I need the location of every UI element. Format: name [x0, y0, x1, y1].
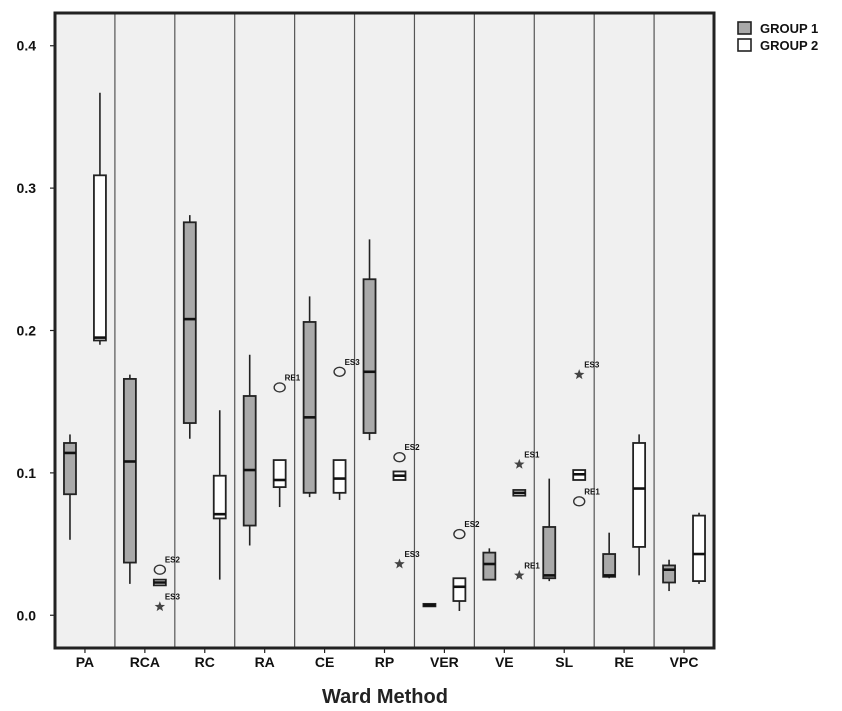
- y-tick-label: 0.2: [17, 323, 37, 339]
- x-tick-label: RA: [255, 654, 275, 670]
- box: [93, 174, 107, 342]
- box-marks: [63, 92, 706, 611]
- box: [662, 564, 676, 584]
- outlier-circle: [333, 366, 346, 377]
- legend-swatch: [737, 21, 752, 35]
- box: [452, 577, 467, 602]
- box: [602, 553, 617, 578]
- outlier-label: ES3: [584, 361, 600, 370]
- box: [632, 442, 647, 548]
- outlier-star: [394, 558, 405, 569]
- y-axis: 0.0 0.1 0.2 0.3 0.4: [17, 38, 55, 623]
- outlier-label: ES2: [464, 520, 480, 529]
- box: [182, 221, 197, 424]
- box-re-group1: [602, 532, 617, 579]
- x-tick-label: RP: [375, 654, 394, 670]
- x-tick-label: SL: [555, 654, 573, 670]
- outlier-label: ES3: [345, 358, 361, 367]
- outlier-star: [154, 601, 166, 612]
- outlier-circle: [273, 382, 286, 393]
- box: [482, 551, 497, 581]
- x-tick-label: CE: [315, 654, 334, 670]
- y-tick-label: 0.0: [17, 607, 37, 623]
- box-ver-group2: [452, 577, 467, 611]
- y-tick-label: 0.3: [17, 180, 37, 196]
- outlier-label: ES3: [404, 550, 420, 559]
- outlier-circle: [453, 528, 466, 540]
- box-sl-group1: [542, 478, 557, 582]
- x-axis-title: Ward Method: [322, 686, 448, 708]
- outlier-star: [514, 458, 525, 469]
- box-rp-group2: [392, 470, 407, 481]
- box: [63, 442, 77, 496]
- y-tick-label: 0.4: [17, 38, 37, 54]
- box-vpc-group2: [692, 512, 706, 584]
- outlier-marks: ES2 ES3 RE1 ES3 ES2 ES3 ES2 ES1 RE1 ES3 RE1: [153, 358, 600, 612]
- box-rc-group1: [182, 215, 197, 439]
- x-axis: PA RCA RC RA CE RP VER VE SL RE VPC: [76, 648, 699, 670]
- box: [212, 474, 227, 520]
- outlier-circle: [153, 564, 167, 575]
- box-ve-group2: [512, 489, 527, 497]
- box: [692, 514, 706, 582]
- outlier-label: RE1: [285, 373, 301, 382]
- box-sl-group2: [572, 469, 587, 481]
- outlier-star: [514, 569, 525, 580]
- box-rc-group2: [212, 410, 227, 580]
- outlier-label: ES1: [524, 450, 540, 459]
- outlier-label: RE1: [524, 561, 540, 570]
- legend-label: GROUP 1: [760, 21, 818, 36]
- box-rca-group2: [152, 578, 167, 587]
- box: [362, 278, 377, 434]
- x-tick-label: RE: [614, 654, 633, 670]
- legend-label: GROUP 2: [760, 38, 818, 53]
- box-ver-group1: [422, 602, 437, 608]
- box-ve-group1: [482, 548, 497, 581]
- plot-area: [55, 13, 714, 648]
- x-tick-label: VPC: [670, 654, 699, 670]
- box: [242, 395, 257, 527]
- outlier-circle: [573, 496, 586, 507]
- box-vpc-group1: [662, 559, 676, 592]
- box-pa-group1: [63, 434, 77, 540]
- legend: GROUP 1 GROUP 2: [737, 21, 818, 53]
- outlier-star: [573, 369, 585, 380]
- outlier-label: ES2: [165, 556, 181, 565]
- box-re-group2: [632, 434, 647, 576]
- box-ra-group2: [272, 459, 287, 508]
- outlier-label: ES3: [165, 593, 181, 602]
- box-ce-group2: [332, 459, 347, 500]
- box-ce-group1: [302, 296, 317, 498]
- x-tick-label: VE: [495, 654, 514, 670]
- x-tick-label: PA: [76, 654, 94, 670]
- outlier-label: ES2: [404, 443, 420, 452]
- x-tick-label: RC: [195, 654, 215, 670]
- box-ra-group1: [242, 354, 257, 546]
- outlier-label: RE1: [584, 487, 600, 496]
- box: [122, 378, 137, 564]
- category-separators: [114, 13, 655, 648]
- box: [302, 321, 317, 494]
- box-rp-group1: [362, 239, 377, 441]
- box: [542, 526, 557, 580]
- legend-swatch: [737, 38, 752, 52]
- box: [332, 459, 347, 494]
- x-tick-label: RCA: [130, 654, 160, 670]
- outlier-circle: [393, 452, 406, 463]
- box-pa-group2: [93, 92, 107, 345]
- x-tick-label: VER: [430, 654, 459, 670]
- box-rca-group1: [122, 374, 137, 584]
- box: [272, 459, 287, 489]
- y-tick-label: 0.1: [17, 465, 37, 481]
